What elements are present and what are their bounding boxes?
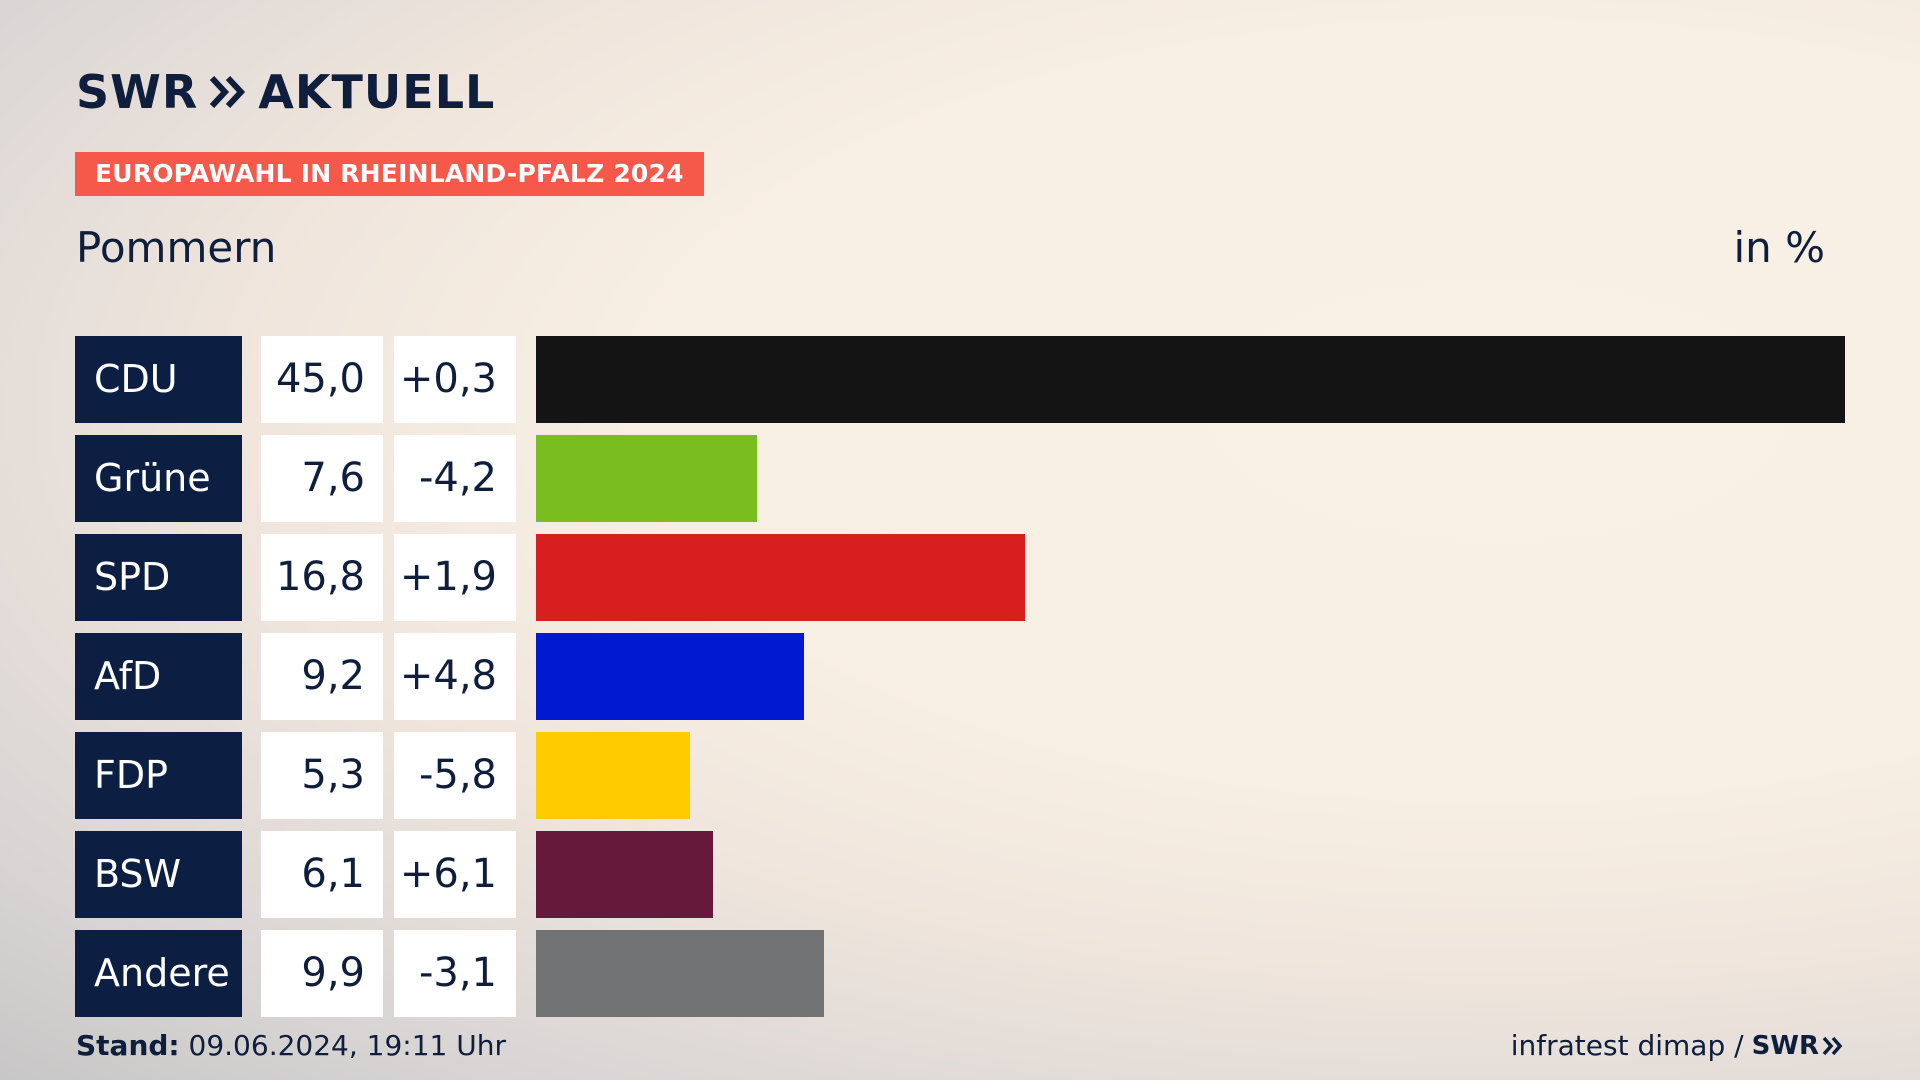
footer-double-chevron-icon	[1822, 1036, 1843, 1056]
result-bar	[536, 534, 1025, 621]
vote-share-value: 16,8	[261, 534, 383, 621]
logo-aktuell-text: AKTUELL	[258, 65, 496, 119]
vote-change-value: +0,3	[394, 336, 516, 423]
vote-change-value: -3,1	[394, 930, 516, 1017]
footer-swr-logo: SWR	[1752, 1028, 1844, 1064]
party-label: AfD	[75, 633, 242, 720]
result-row: Andere 9,9 -3,1	[75, 930, 1845, 1017]
election-tag: EUROPAWAHL IN RHEINLAND-PFALZ 2024	[75, 152, 704, 196]
unit-label: in %	[1733, 223, 1825, 272]
footer-swr-text: SWR	[1751, 1031, 1819, 1061]
vote-share-value: 5,3	[261, 732, 383, 819]
timestamp: Stand: 09.06.2024, 19:11 Uhr	[76, 1028, 506, 1064]
vote-share-value: 7,6	[261, 435, 383, 522]
region-title: Pommern	[76, 223, 277, 272]
result-bar	[536, 831, 713, 918]
result-bar	[536, 732, 690, 819]
vote-share-value: 9,9	[261, 930, 383, 1017]
result-row: AfD 9,2 +4,8	[75, 633, 1845, 720]
logo-swr-text: SWR	[76, 65, 199, 119]
result-bar	[536, 930, 824, 1017]
result-row: CDU 45,0 +0,3	[75, 336, 1845, 423]
vote-share-value: 9,2	[261, 633, 383, 720]
party-label: CDU	[75, 336, 242, 423]
source-credit: infratest dimap / SWR	[1511, 1028, 1844, 1064]
result-row: BSW 6,1 +6,1	[75, 831, 1845, 918]
party-label: SPD	[75, 534, 242, 621]
swr-aktuell-logo: SWR AKTUELL	[76, 66, 495, 118]
party-label: Grüne	[75, 435, 242, 522]
party-label: FDP	[75, 732, 242, 819]
vote-change-value: -5,8	[394, 732, 516, 819]
vote-share-value: 45,0	[261, 336, 383, 423]
source-text: infratest dimap /	[1510, 1029, 1744, 1062]
vote-change-value: +1,9	[394, 534, 516, 621]
stand-value: 09.06.2024, 19:11 Uhr	[188, 1029, 506, 1062]
stand-label: Stand:	[76, 1029, 180, 1062]
party-label: Andere	[75, 930, 242, 1017]
vote-change-value: +6,1	[394, 831, 516, 918]
result-row: FDP 5,3 -5,8	[75, 732, 1845, 819]
vote-change-value: -4,2	[394, 435, 516, 522]
result-row: SPD 16,8 +1,9	[75, 534, 1845, 621]
result-bar	[536, 435, 757, 522]
double-chevron-icon	[210, 75, 246, 109]
result-bar	[536, 633, 804, 720]
vote-share-value: 6,1	[261, 831, 383, 918]
result-bar	[536, 336, 1845, 423]
party-label: BSW	[75, 831, 242, 918]
result-row: Grüne 7,6 -4,2	[75, 435, 1845, 522]
vote-change-value: +4,8	[394, 633, 516, 720]
